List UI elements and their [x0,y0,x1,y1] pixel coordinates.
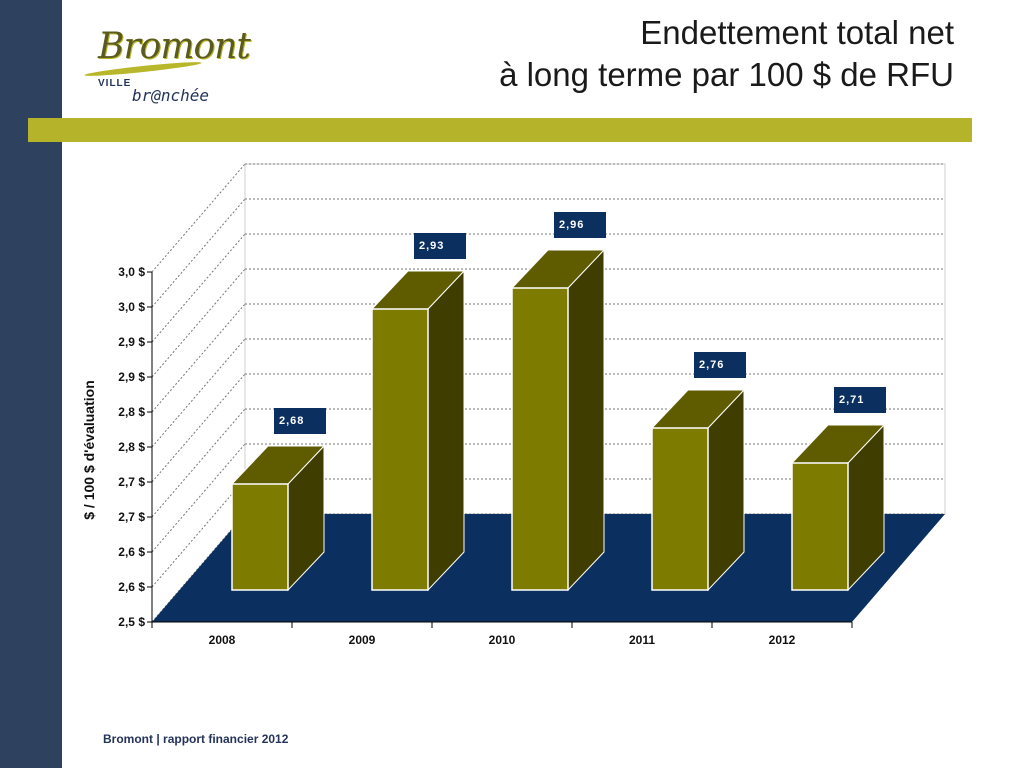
gridline-diagonal [151,338,246,448]
x-tick-label: 2012 [769,633,796,647]
y-tick-label: 2,8 $ [118,405,145,419]
gridline-diagonal [151,198,246,308]
y-tick-label: 3,0 $ [118,265,145,279]
data-label-2010: 2,96 [554,212,606,238]
page-title-line-2: à long terme par 100 $ de RFU [499,56,954,93]
gridline-diagonal [151,163,246,273]
gridline-diagonal [151,303,246,413]
data-label-text: 2,93 [419,240,444,252]
gridline-diagonal [151,233,246,343]
page-title-line-1: Endettement total net [640,14,954,51]
data-label-2012: 2,71 [834,387,886,413]
logo-wordmark: Bromont [98,26,251,67]
y-tick-label: 2,6 $ [118,545,145,559]
y-tick-label: 2,8 $ [118,440,145,454]
x-tick-label: 2009 [349,633,376,647]
bar-2008 [230,444,326,592]
y-tick-label: 2,6 $ [118,580,145,594]
data-label-2009: 2,93 [414,233,466,259]
data-labels: 2,68 2,93 2,96 2,76 2,71 [274,212,886,434]
data-label-text: 2,68 [279,415,304,427]
bar-2009 [370,269,466,592]
bar-2010 [510,248,606,592]
header-accent-bar [28,118,972,142]
bar-side [427,269,465,592]
bar-front [511,287,569,591]
data-label-box [834,387,886,413]
bar-front [371,308,429,591]
data-label-text: 2,76 [699,359,724,371]
bromont-logo: Bromont VILLE br@nchée [80,22,251,112]
y-tick-label: 2,5 $ [118,615,145,629]
data-label-text: 2,71 [839,394,864,406]
y-tick-label: 3,0 $ [118,300,145,314]
data-label-2008: 2,68 [274,408,326,434]
bar-side [567,248,605,592]
gridline-diagonal [151,373,246,483]
x-axis-labels: 2008 2009 2010 2011 2012 [151,621,853,647]
gridline-diagonal [151,268,246,378]
data-label-box [414,233,466,259]
data-label-box [554,212,606,238]
data-label-box [694,352,746,378]
x-tick-label: 2008 [209,633,236,647]
x-tick-label: 2011 [629,633,655,647]
footer-text: Bromont | rapport financier 2012 [103,732,289,746]
bar-front [651,427,709,591]
x-tick-label: 2010 [489,633,516,647]
y-tick-label: 2,7 $ [118,475,145,489]
logo-ville: VILLE [98,78,132,89]
bar-front [791,462,849,591]
y-tick-label: 2,9 $ [118,370,145,384]
gridline-diagonal [151,408,246,518]
y-axis-title: $ / 100 $ d'évaluation [81,380,97,520]
bar-series [230,248,886,592]
y-tick-label: 2,9 $ [118,335,145,349]
logo-tagline: br@nchée [132,86,210,105]
bar-2011 [650,388,746,592]
data-label-2011: 2,76 [694,352,746,378]
bar-2012 [790,423,886,592]
bar-front [231,483,289,591]
y-axis: 2,5 $ 2,6 $ 2,6 $ 2,7 $ 2,7 $ 2,8 $ 2,8 $ 2,9 $… [118,265,153,629]
y-tick-label: 2,7 $ [118,510,145,524]
data-label-box [274,408,326,434]
data-label-text: 2,96 [559,219,584,231]
